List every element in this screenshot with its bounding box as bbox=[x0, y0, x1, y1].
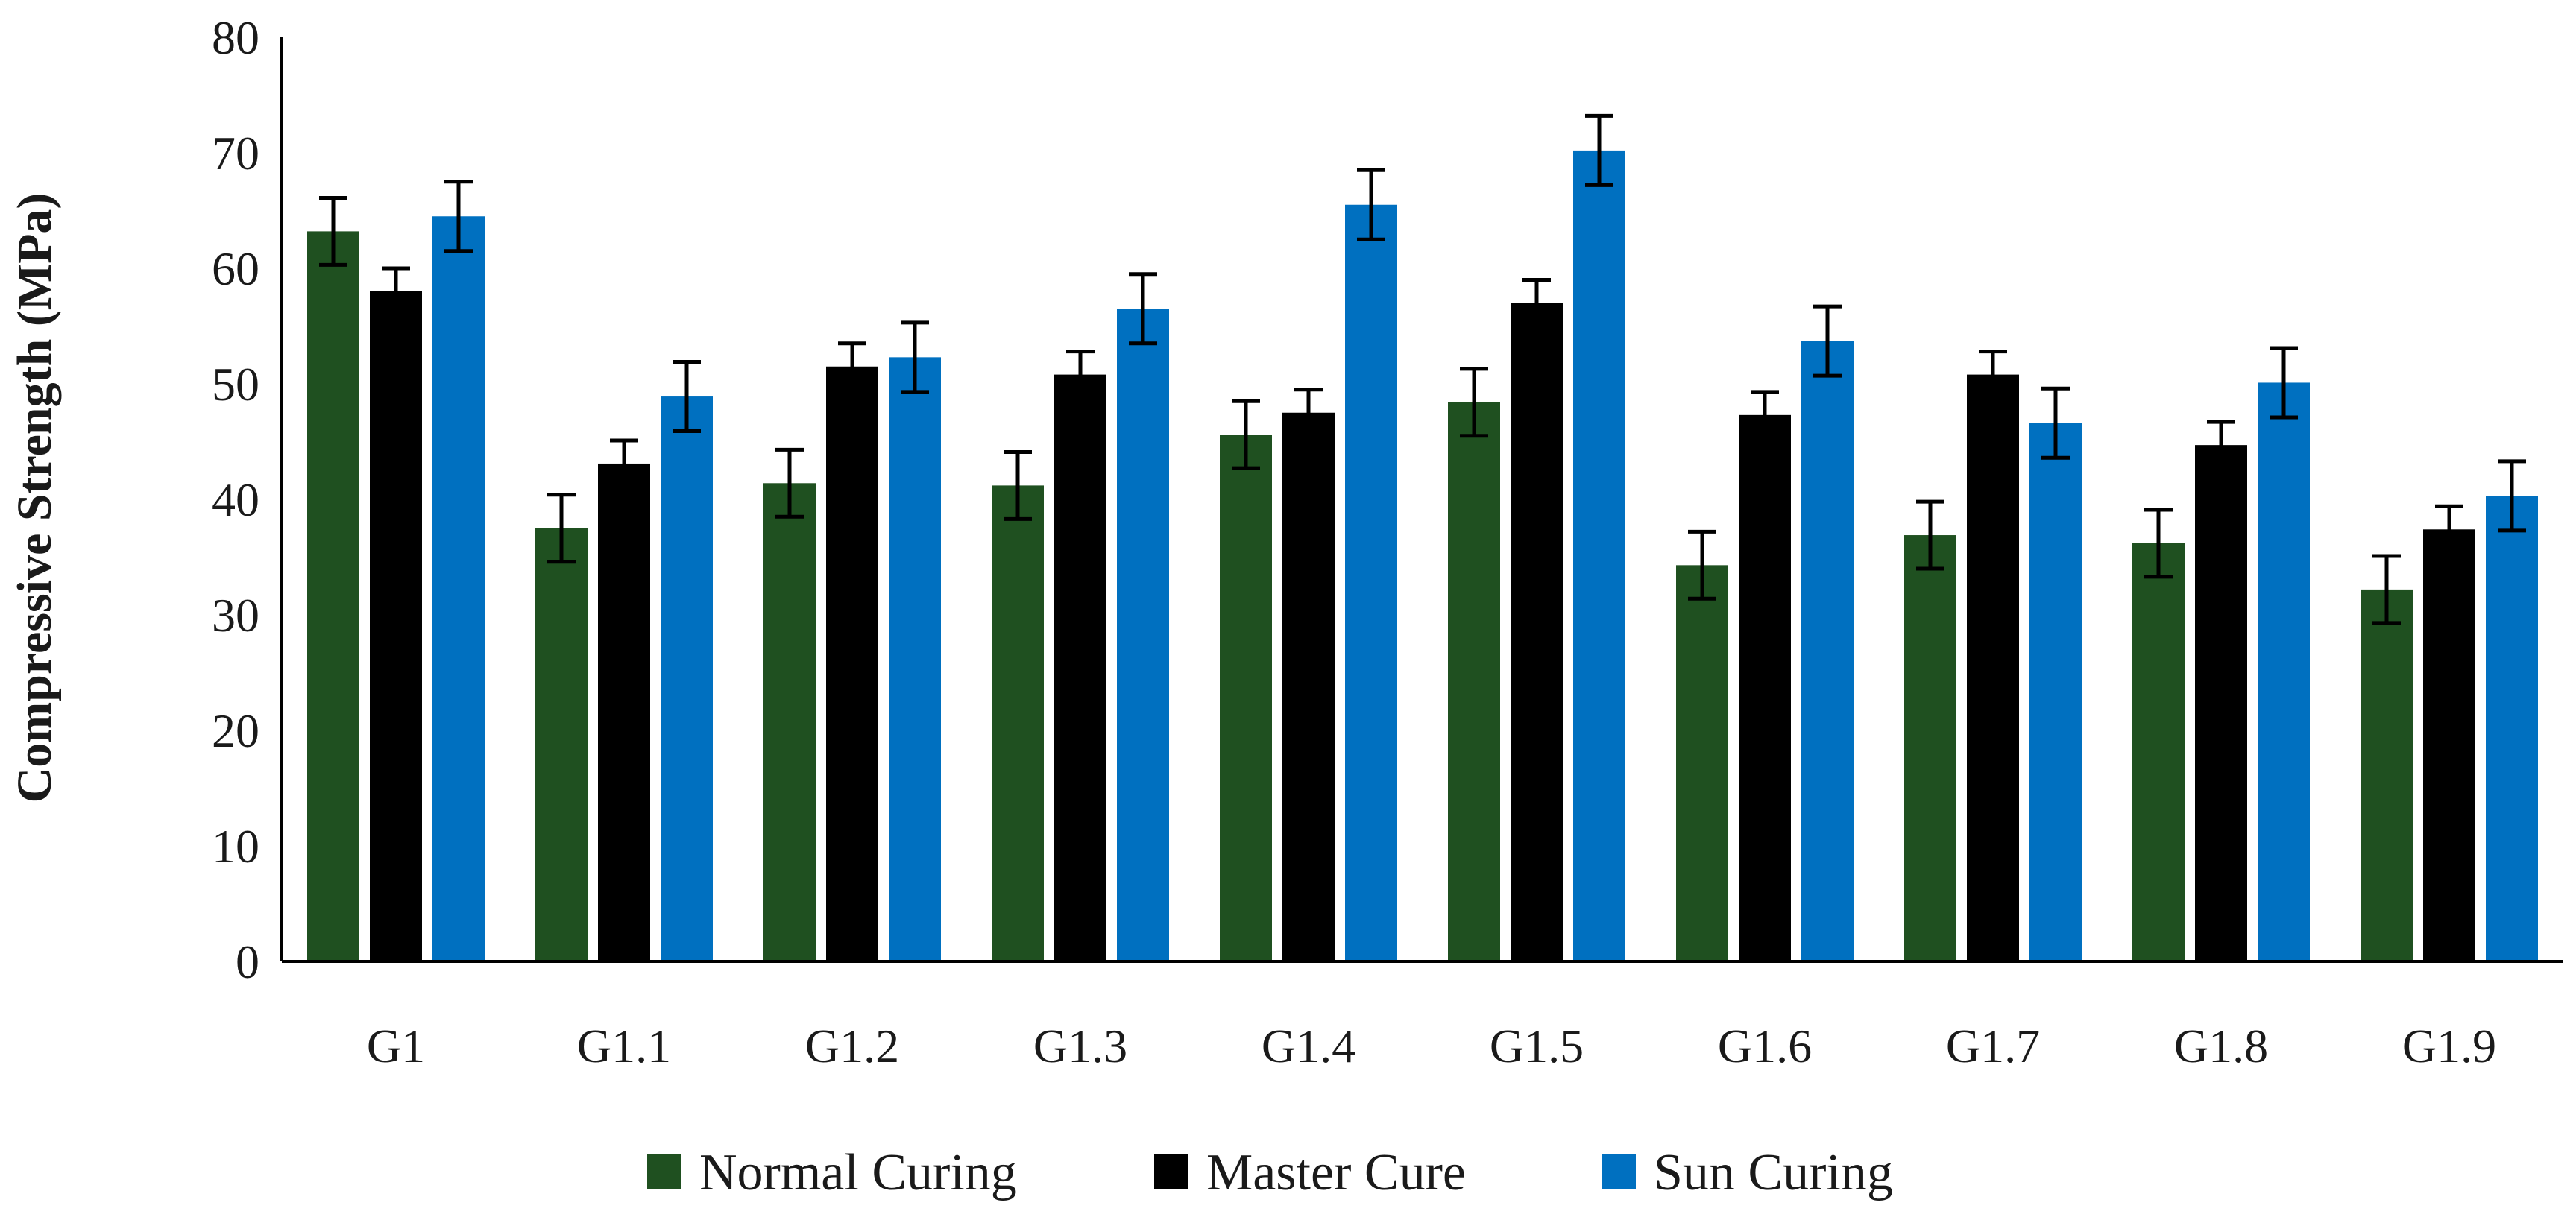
error-bar bbox=[2435, 504, 2463, 555]
y-tick-label: 80 bbox=[212, 11, 259, 64]
y-tick-label: 70 bbox=[212, 127, 259, 180]
error-bar bbox=[547, 493, 576, 564]
legend-swatch bbox=[1602, 1154, 1636, 1189]
error-bar bbox=[775, 447, 804, 519]
error-bar bbox=[2372, 554, 2401, 625]
x-category-label: G1.7 bbox=[1946, 1020, 2040, 1072]
bar-normal-curing-g1-5 bbox=[1448, 402, 1500, 961]
error-bar bbox=[1751, 390, 1779, 440]
error-bar bbox=[1916, 499, 1944, 571]
x-category-label: G1.8 bbox=[2174, 1020, 2268, 1072]
error-bars-layer bbox=[319, 113, 2526, 625]
error-bar bbox=[838, 341, 866, 392]
error-bar bbox=[319, 195, 347, 267]
x-category-label: G1.4 bbox=[1262, 1020, 1355, 1072]
axes-layer bbox=[280, 37, 2563, 963]
legend-label: Sun Curing bbox=[1654, 1144, 1893, 1201]
y-axis-title: Compressive Strength (MPa) bbox=[7, 193, 62, 803]
y-tick-label: 40 bbox=[212, 473, 259, 526]
bar-sun-curing-g1-6 bbox=[1801, 341, 1854, 961]
error-bar bbox=[610, 438, 638, 489]
bar-normal-curing-g1-7 bbox=[1904, 535, 1956, 961]
error-bar bbox=[382, 266, 410, 317]
bar-normal-curing-g1-2 bbox=[763, 483, 816, 961]
error-bar bbox=[1688, 529, 1716, 601]
bar-sun-curing-g1-9 bbox=[2486, 496, 2538, 961]
bar-sun-curing-g1-8 bbox=[2258, 382, 2310, 961]
bars-layer bbox=[307, 150, 2538, 962]
legend-swatch bbox=[647, 1154, 681, 1189]
error-bar bbox=[2144, 508, 2173, 579]
legend-label: Normal Curing bbox=[699, 1144, 1017, 1201]
error-bar bbox=[2270, 346, 2298, 420]
y-axis-ticks: 0 10 20 30 40 50 60 70 80 bbox=[212, 11, 259, 988]
bar-master-cure-g1-5 bbox=[1511, 303, 1563, 961]
error-bar bbox=[1004, 449, 1032, 521]
y-tick-label: 0 bbox=[236, 935, 259, 988]
bar-normal-curing-g1-1 bbox=[535, 528, 588, 961]
error-bar bbox=[1357, 168, 1385, 241]
x-category-label: G1.5 bbox=[1490, 1020, 1584, 1072]
bar-master-cure-g1-6 bbox=[1739, 414, 1791, 961]
bar-sun-curing-g1 bbox=[432, 216, 485, 961]
error-bar bbox=[901, 320, 929, 394]
bar-sun-curing-g1-3 bbox=[1117, 309, 1169, 961]
x-category-label: G1 bbox=[367, 1020, 425, 1072]
y-tick-label: 20 bbox=[212, 704, 259, 757]
x-category-label: G1.9 bbox=[2402, 1020, 2496, 1072]
y-tick-label: 30 bbox=[212, 589, 259, 642]
bar-normal-curing-g1-3 bbox=[992, 485, 1044, 961]
legend-swatch bbox=[1154, 1154, 1188, 1189]
legend-item: Normal Curing bbox=[647, 1144, 1017, 1201]
error-bar bbox=[444, 180, 473, 253]
x-category-label: G1.6 bbox=[1718, 1020, 1812, 1072]
error-bar bbox=[1979, 350, 2007, 400]
x-category-label: G1.1 bbox=[577, 1020, 671, 1072]
bar-normal-curing-g1 bbox=[307, 231, 359, 961]
x-axis-categories: G1 G1.1 G1.2 G1.3 G1.4 G1.5 G1.6 G1.7 G1.8 G1.9 bbox=[367, 1020, 2496, 1072]
error-bar bbox=[1066, 350, 1095, 400]
legend-item: Sun Curing bbox=[1602, 1144, 1893, 1201]
legend-label: Master Cure bbox=[1206, 1144, 1466, 1201]
bar-master-cure-g1-3 bbox=[1054, 374, 1106, 962]
bar-sun-curing-g1-4 bbox=[1345, 204, 1397, 961]
error-bar bbox=[2207, 420, 2235, 470]
legend-item: Master Cure bbox=[1154, 1144, 1466, 1201]
legend: Normal Curing Master Cure Sun Curing bbox=[647, 1144, 1893, 1201]
x-category-label: G1.2 bbox=[805, 1020, 899, 1072]
error-bar bbox=[1460, 367, 1488, 438]
error-bar bbox=[1585, 113, 1613, 187]
y-tick-label: 60 bbox=[212, 242, 259, 295]
bar-master-cure-g1 bbox=[370, 291, 422, 961]
x-category-label: G1.3 bbox=[1033, 1020, 1127, 1072]
bar-master-cure-g1-4 bbox=[1282, 412, 1335, 961]
bar-sun-curing-g1-2 bbox=[889, 357, 941, 962]
bar-sun-curing-g1-5 bbox=[1573, 150, 1625, 961]
bar-master-cure-g1-7 bbox=[1967, 374, 2019, 962]
error-bar bbox=[1129, 272, 1157, 346]
error-bar bbox=[1232, 399, 1260, 470]
error-bar bbox=[1294, 388, 1323, 438]
bar-normal-curing-g1-9 bbox=[2361, 589, 2413, 961]
error-bar bbox=[1813, 304, 1842, 378]
error-bar bbox=[1522, 278, 1551, 328]
bar-master-cure-g1-8 bbox=[2195, 445, 2247, 961]
error-bar bbox=[2041, 386, 2070, 460]
bar-sun-curing-g1-1 bbox=[661, 396, 713, 961]
error-bar bbox=[2498, 459, 2526, 533]
bar-sun-curing-g1-7 bbox=[2029, 423, 2082, 961]
bar-normal-curing-g1-4 bbox=[1220, 435, 1272, 961]
bar-normal-curing-g1-8 bbox=[2132, 543, 2185, 961]
y-axis-title-group: Compressive Strength (MPa) bbox=[7, 193, 62, 803]
bar-normal-curing-g1-6 bbox=[1676, 565, 1728, 961]
error-bar bbox=[673, 360, 701, 434]
bar-master-cure-g1-9 bbox=[2423, 529, 2475, 961]
bar-master-cure-g1-2 bbox=[826, 366, 878, 961]
y-tick-label: 10 bbox=[212, 820, 259, 873]
y-tick-label: 50 bbox=[212, 358, 259, 411]
bar-master-cure-g1-1 bbox=[598, 463, 650, 961]
